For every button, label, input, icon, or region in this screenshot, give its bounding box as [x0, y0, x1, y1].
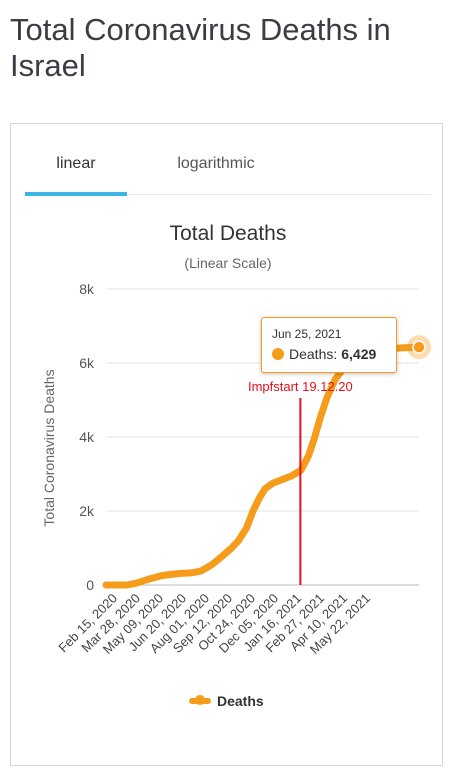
- chart-tooltip: Jun 25, 2021 Deaths: 6,429: [261, 317, 397, 373]
- legend-label: Deaths: [217, 693, 264, 709]
- y-tick-label: 6k: [79, 355, 95, 371]
- tooltip-row: Deaths: 6,429: [272, 345, 386, 363]
- last-data-point[interactable]: [412, 340, 426, 354]
- tab-logarithmic[interactable]: logarithmic: [177, 155, 255, 172]
- chart-subtitle: (Linear Scale): [184, 255, 271, 271]
- chart-title: Total Deaths: [170, 222, 287, 245]
- chart-legend[interactable]: Deaths: [189, 691, 264, 711]
- page-title: Total Coronavirus Deaths in Israel: [10, 12, 391, 83]
- tooltip-series: Deaths:: [289, 346, 338, 362]
- y-tick-label: 8k: [79, 281, 95, 297]
- y-tick-label: 0: [86, 577, 94, 593]
- tooltip-date: Jun 25, 2021: [272, 327, 342, 341]
- vaccination-start-label: Impfstart 19.12.20: [248, 379, 353, 394]
- scale-tabs: linear logarithmic: [25, 142, 431, 196]
- tooltip-marker-icon: [272, 348, 284, 360]
- y-axis-label: Total Coronavirus Deaths: [41, 369, 57, 526]
- deaths-chart: Total Deaths (Linear Scale) Total Corona…: [41, 222, 431, 657]
- tooltip-value: 6,429: [341, 346, 377, 362]
- legend-line-icon: [189, 695, 211, 705]
- tab-linear[interactable]: linear: [25, 152, 127, 196]
- annotation-layer: Impfstart 19.12.20: [248, 379, 353, 585]
- y-tick-label: 2k: [79, 503, 95, 519]
- y-tick-label: 4k: [79, 429, 95, 445]
- chart-card: linear logarithmic Total Deaths (Linear …: [10, 123, 443, 766]
